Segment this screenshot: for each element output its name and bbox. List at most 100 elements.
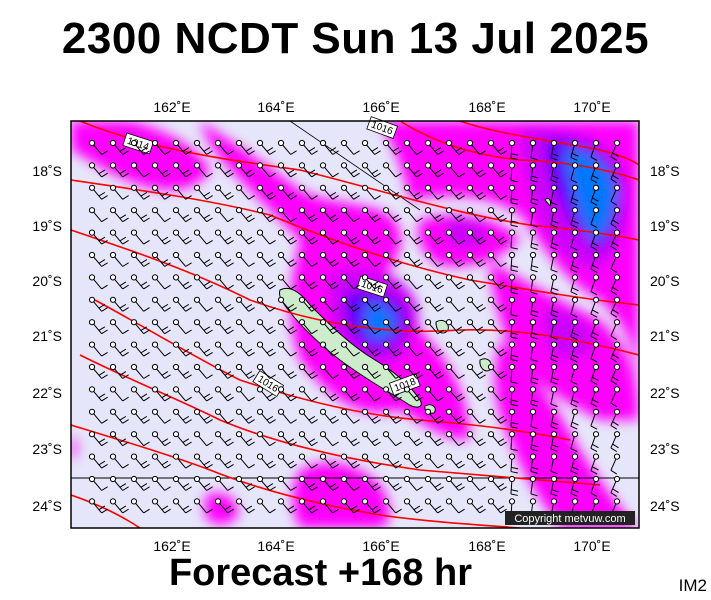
wind-barb bbox=[130, 207, 150, 223]
wind-barb bbox=[529, 207, 538, 228]
wind-barb bbox=[508, 184, 519, 205]
wind-barb bbox=[403, 207, 423, 223]
wind-barb bbox=[172, 363, 192, 379]
wind-barb bbox=[361, 498, 381, 514]
wind-barb bbox=[340, 386, 360, 402]
lat-tick-right: 18˚S bbox=[650, 163, 680, 179]
wind-barb bbox=[319, 251, 339, 267]
wind-barb bbox=[445, 162, 465, 178]
wind-barb bbox=[487, 207, 507, 223]
wind-barb bbox=[298, 408, 318, 424]
wind-barb bbox=[424, 184, 444, 200]
wind-barb bbox=[235, 207, 255, 223]
wind-barb bbox=[466, 386, 486, 402]
wind-barb bbox=[256, 162, 276, 178]
lat-tick-right: 20˚S bbox=[650, 273, 680, 289]
wind-barb bbox=[340, 296, 360, 312]
wind-barb bbox=[610, 319, 621, 341]
wind-barb bbox=[88, 251, 108, 267]
wind-barb bbox=[277, 498, 297, 514]
wind-barb bbox=[109, 274, 129, 290]
wind-barb bbox=[424, 274, 444, 290]
wind-barb bbox=[319, 341, 339, 357]
wind-barb bbox=[424, 341, 444, 357]
wind-barb bbox=[590, 319, 600, 341]
wind-barb bbox=[445, 296, 465, 312]
lon-tick-bottom: 168˚E bbox=[468, 538, 505, 554]
wind-barb bbox=[590, 207, 600, 229]
wind-barb bbox=[466, 408, 486, 424]
wind-barb bbox=[403, 229, 423, 245]
wind-barb bbox=[424, 475, 444, 491]
wind-barb bbox=[319, 162, 339, 178]
wind-barb bbox=[508, 274, 519, 295]
wind-barb bbox=[319, 184, 339, 200]
wind-barb bbox=[361, 431, 381, 447]
wind-barb bbox=[214, 408, 234, 424]
wind-barb bbox=[529, 475, 538, 497]
wind-barb bbox=[277, 251, 297, 267]
wind-barb bbox=[235, 274, 255, 290]
wind-barb bbox=[319, 229, 339, 245]
wind-barb bbox=[466, 184, 486, 200]
wind-barb bbox=[214, 229, 234, 245]
wind-barb bbox=[590, 251, 600, 273]
wind-barb bbox=[508, 139, 519, 160]
wind-barb bbox=[550, 475, 559, 497]
wind-barb bbox=[298, 251, 318, 267]
wind-barb bbox=[382, 408, 402, 424]
wind-barb bbox=[151, 498, 171, 514]
wind-barb bbox=[88, 475, 108, 491]
wind-barb bbox=[466, 453, 486, 469]
wind-barb bbox=[109, 341, 129, 357]
wind-barb bbox=[487, 251, 507, 267]
lon-tick-bottom: 170˚E bbox=[573, 538, 610, 554]
wind-barb bbox=[424, 296, 444, 312]
map-frame: 1014 1016 1016 1018 1016 Copyright metvu… bbox=[70, 116, 640, 529]
wind-barb bbox=[193, 475, 213, 491]
wind-barb bbox=[466, 229, 486, 245]
wind-barb bbox=[403, 162, 423, 178]
wind-barb bbox=[214, 319, 234, 335]
wind-barb bbox=[487, 319, 507, 335]
wind-barb bbox=[109, 184, 129, 200]
wind-barb bbox=[570, 296, 579, 318]
wind-barb bbox=[319, 475, 339, 491]
wind-barb bbox=[361, 162, 381, 178]
wind-barb bbox=[487, 386, 507, 402]
wind-barb bbox=[277, 162, 297, 178]
wind-barb bbox=[109, 363, 129, 379]
wind-barb bbox=[382, 319, 402, 335]
wind-barb bbox=[172, 162, 192, 178]
wind-barb bbox=[424, 408, 444, 424]
wind-barb bbox=[424, 207, 444, 223]
wind-barb bbox=[466, 296, 486, 312]
wind-barb bbox=[340, 408, 360, 424]
lat-tick-left: 19˚S bbox=[32, 218, 62, 234]
wind-barb bbox=[424, 139, 444, 155]
wind-barb bbox=[610, 386, 621, 408]
wind-barb bbox=[277, 453, 297, 469]
wind-barb bbox=[529, 408, 538, 430]
wind-barb bbox=[130, 139, 150, 155]
wind-barb bbox=[487, 229, 507, 245]
wind-barb bbox=[382, 229, 402, 245]
wind-barb bbox=[403, 296, 423, 312]
wind-barb bbox=[214, 207, 234, 223]
wind-barb bbox=[570, 363, 579, 385]
wind-barb bbox=[130, 162, 150, 178]
wind-barb bbox=[382, 251, 402, 267]
wind-barb bbox=[508, 319, 519, 340]
wind-barb bbox=[529, 363, 539, 385]
latitude-axis: 18˚S 19˚S 20˚S 21˚S 22˚S 23˚S 24˚S 18˚S … bbox=[32, 163, 679, 514]
wind-barb bbox=[466, 139, 486, 155]
wind-barb bbox=[487, 408, 507, 424]
wind-barb bbox=[610, 229, 621, 251]
wind-barb bbox=[277, 296, 297, 312]
wind-barb bbox=[361, 341, 381, 357]
wind-barb bbox=[235, 251, 255, 267]
wind-barb bbox=[214, 363, 234, 379]
wind-barb bbox=[235, 139, 255, 155]
wind-barb bbox=[570, 408, 579, 430]
wind-barb bbox=[590, 229, 600, 251]
